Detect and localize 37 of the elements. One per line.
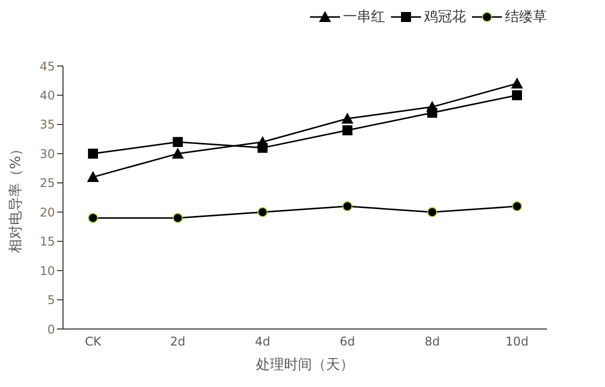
y-tick-label: 0 [47,322,55,336]
point [512,201,522,212]
y-tick-label: 35 [40,118,55,132]
y-tick-label: 30 [40,146,55,161]
y-tick-label: 45 [40,59,55,74]
x-tick-label: CK [84,334,102,349]
x-tick-label: 6d [340,334,356,349]
point [172,136,183,147]
point [172,148,184,159]
point [511,78,523,89]
y-axis-title: 相对电导率（%） [8,142,24,254]
point [341,112,354,124]
point [87,171,99,182]
point [172,212,183,223]
point [427,207,438,218]
point [88,212,98,223]
point [426,100,438,112]
point [512,90,522,100]
x-axis-title: 处理时间（天） [256,357,354,373]
point [342,125,352,136]
x-tick-label: 10d [506,334,528,349]
point [256,136,269,147]
y-tick-label: 5 [47,293,55,308]
y-tick-label: 10 [40,264,55,278]
y-tick-label: 25 [40,176,55,190]
x-tick-label: 2d [170,334,186,349]
x-tick-label: 4d [254,334,270,349]
point [342,201,352,212]
legend-label: 一串红 [343,8,385,26]
y-tick-label: 40 [40,88,55,102]
y-tick-label: 15 [40,234,55,249]
legend-label: 结缕草 [505,8,547,26]
y-tick-label: 20 [40,205,55,220]
point [88,148,98,159]
legend-label: 鸡冠花 [424,8,466,26]
point [258,207,268,218]
x-tick-label: 8d [424,334,440,349]
